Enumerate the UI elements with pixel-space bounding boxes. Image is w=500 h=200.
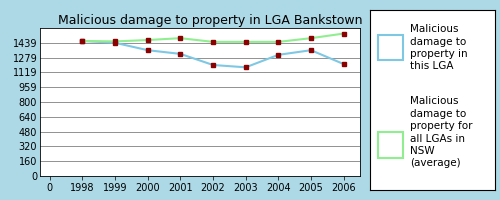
Bar bbox=[378, 132, 402, 158]
Text: Malicious
damage to
property in
this LGA: Malicious damage to property in this LGA bbox=[410, 24, 468, 71]
Bar bbox=[378, 35, 402, 60]
Text: Malicious
damage to
property for
all LGAs in
NSW
(average): Malicious damage to property for all LGA… bbox=[410, 96, 472, 168]
Text: Malicious damage to property in LGA Bankstown: Malicious damage to property in LGA Bank… bbox=[58, 14, 362, 27]
